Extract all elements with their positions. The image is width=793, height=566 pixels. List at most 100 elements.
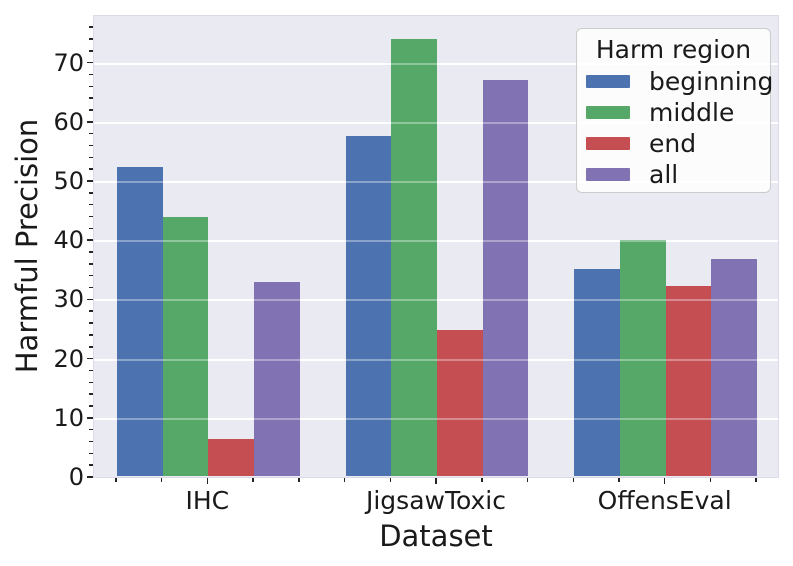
bar-OffensEval-all [711, 259, 758, 476]
y-major-tick [87, 239, 93, 241]
y-minor-tick [89, 369, 93, 372]
x-minor-tick [709, 478, 712, 482]
gridline-overlay [94, 240, 778, 243]
x-minor-tick [572, 478, 574, 482]
bar-IHC-middle [162, 217, 209, 476]
legend-item-label: beginning [649, 67, 774, 96]
legend-item-label: middle [649, 98, 735, 127]
y-minor-tick [89, 156, 93, 159]
y-minor-tick [89, 85, 93, 88]
y-minor-tick [89, 73, 93, 76]
x-minor-tick [160, 478, 163, 482]
y-tick-label: 30 [53, 285, 84, 314]
bar-JigsawToxic-end [437, 329, 483, 476]
y-minor-tick [89, 132, 93, 135]
y-minor-tick [89, 393, 93, 395]
y-minor-tick [89, 144, 93, 147]
legend-item-label: end [649, 129, 697, 158]
legend-swatch [586, 168, 630, 181]
x-minor-tick [298, 478, 300, 482]
x-tick-label: OffensEval [597, 486, 732, 515]
bar-OffensEval-middle [619, 240, 666, 476]
bar-IHC-all [254, 281, 300, 476]
y-minor-tick [89, 203, 93, 206]
y-minor-tick [89, 50, 93, 52]
x-minor-tick [343, 478, 346, 482]
gridline-overlay [94, 358, 778, 361]
x-major-tick [663, 478, 666, 484]
legend-item: end [577, 128, 770, 159]
x-minor-tick [526, 478, 529, 482]
y-minor-tick [89, 38, 93, 40]
gridline-overlay [94, 299, 778, 302]
y-minor-tick [89, 322, 93, 324]
y-major-tick [87, 121, 93, 123]
legend-swatch [586, 106, 630, 119]
x-major-tick [435, 478, 437, 484]
y-tick-label: 40 [53, 226, 84, 255]
y-minor-tick [89, 381, 93, 384]
bar-OffensEval-beginning [574, 268, 620, 476]
legend-item: all [577, 159, 770, 190]
y-minor-tick [89, 286, 93, 289]
y-minor-tick [89, 405, 93, 407]
x-tick-label: IHC [185, 486, 230, 515]
legend-item: middle [577, 97, 770, 128]
bar-JigsawToxic-all [482, 80, 529, 476]
x-minor-tick [115, 478, 117, 482]
y-minor-tick [89, 109, 93, 111]
y-minor-tick [89, 310, 93, 312]
y-minor-tick [89, 346, 93, 348]
gridline-overlay [94, 62, 778, 65]
y-minor-tick [89, 192, 93, 194]
y-tick-label: 50 [53, 167, 84, 195]
y-minor-tick [89, 168, 93, 170]
y-minor-tick [89, 263, 93, 265]
y-minor-tick [89, 227, 93, 230]
y-major-tick [87, 298, 93, 301]
y-minor-tick [89, 215, 93, 218]
legend-swatch [586, 137, 630, 150]
y-tick-label: 20 [53, 344, 84, 373]
y-minor-tick [89, 251, 93, 253]
legend-title: Harm region [595, 35, 752, 64]
gridline-overlay [94, 417, 778, 420]
y-tick-label: 60 [53, 107, 84, 136]
bar-OffensEval-end [665, 286, 712, 476]
x-minor-tick [755, 478, 757, 482]
y-major-tick [87, 357, 93, 360]
y-minor-tick [89, 452, 93, 455]
y-minor-tick [89, 97, 93, 99]
gridline-overlay [94, 121, 778, 124]
x-minor-tick [618, 478, 620, 482]
y-tick-label: 0 [68, 463, 84, 491]
y-major-tick [87, 476, 93, 478]
y-minor-tick [89, 464, 93, 466]
bar-JigsawToxic-beginning [345, 136, 392, 476]
bar-IHC-beginning [116, 167, 163, 476]
y-minor-tick [89, 428, 93, 431]
bar-JigsawToxic-middle [391, 38, 437, 476]
legend-item-label: all [649, 160, 679, 189]
y-major-tick [87, 61, 93, 64]
x-tick-label: JigsawToxic [365, 486, 506, 515]
y-tick-label: 70 [53, 48, 84, 77]
legend: Harm region beginning middle end all [576, 28, 774, 193]
x-major-tick [206, 478, 209, 484]
legend-item: beginning [577, 66, 774, 97]
gridline-overlay [94, 181, 778, 183]
y-major-tick [87, 417, 93, 419]
y-tick-label: 10 [53, 403, 84, 432]
x-minor-tick [252, 478, 254, 482]
y-minor-tick [89, 274, 93, 277]
bar-IHC-end [208, 438, 254, 476]
y-minor-tick [89, 26, 93, 28]
y-minor-tick [89, 440, 93, 443]
legend-swatch [586, 75, 630, 88]
x-minor-tick [389, 478, 391, 482]
x-minor-tick [481, 478, 483, 482]
y-major-tick [87, 180, 93, 182]
y-minor-tick [89, 334, 93, 336]
x-axis-label: Dataset [379, 519, 493, 553]
